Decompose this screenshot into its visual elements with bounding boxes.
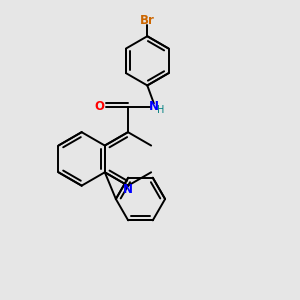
Text: Br: Br <box>140 14 155 27</box>
Text: H: H <box>157 105 164 115</box>
Text: O: O <box>94 100 104 113</box>
Text: N: N <box>123 183 133 196</box>
Text: N: N <box>149 100 159 113</box>
